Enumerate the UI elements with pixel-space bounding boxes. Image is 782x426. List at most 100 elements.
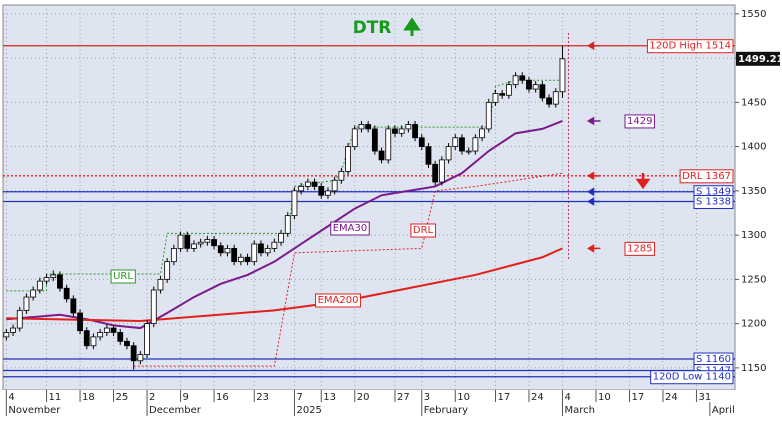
candle-body	[445, 146, 452, 161]
candle-body	[211, 239, 217, 247]
y-tick-label: 1150	[741, 363, 766, 374]
month-label: November	[8, 405, 61, 416]
candle-body	[63, 287, 70, 300]
last-price-box	[736, 51, 780, 66]
x-tick-label: 18	[82, 392, 95, 403]
end-label-box	[624, 241, 655, 256]
candle-body	[304, 181, 311, 187]
level-arrow	[587, 244, 601, 253]
end-label: 1285	[627, 243, 652, 254]
x-tick-label: 25	[116, 392, 129, 403]
candle-body	[325, 190, 331, 196]
candle-body	[110, 327, 117, 333]
x-tick-label: 13	[323, 392, 336, 403]
x-tick-label: 23	[256, 392, 269, 403]
candle-body	[398, 128, 405, 134]
candle-body	[16, 309, 23, 329]
candle-body	[224, 247, 231, 254]
candle-body	[103, 327, 110, 333]
candle-body	[90, 336, 97, 347]
x-tick-label: 4	[8, 392, 14, 403]
candle-body	[157, 278, 164, 291]
candle-body	[30, 289, 37, 298]
candle-body	[559, 58, 566, 93]
month-label: 2025	[296, 405, 321, 416]
series-label: EMA30	[333, 223, 368, 234]
candle-body	[345, 146, 351, 172]
candle-body	[177, 234, 184, 249]
candle-body	[237, 256, 244, 263]
x-tick-label: 7	[296, 392, 302, 403]
candle-body	[472, 137, 479, 152]
candle-body	[264, 247, 271, 254]
candle-body	[3, 332, 10, 338]
candle-body	[130, 345, 137, 362]
series-line	[6, 120, 563, 330]
level-label-box	[650, 370, 734, 385]
level-label: S 1160	[696, 354, 731, 365]
level-arrow	[587, 187, 601, 197]
y-tick-label: 1300	[741, 230, 766, 241]
candle-body	[170, 247, 177, 263]
month-label: April	[712, 405, 735, 416]
candle-body	[392, 128, 398, 134]
chart-title: DTR	[353, 18, 392, 38]
last-price-label: 1499.21	[738, 54, 782, 65]
series-label-box	[110, 269, 136, 284]
candle-body	[311, 181, 318, 187]
x-tick-label: 24	[531, 392, 544, 403]
y-tick-label: 1550	[741, 9, 766, 20]
candle-body	[418, 137, 425, 148]
candle-body	[492, 93, 499, 103]
candle-body	[244, 256, 251, 263]
candle-body	[83, 330, 90, 347]
x-tick-label: 9	[183, 392, 189, 403]
x-tick-label: 11	[49, 392, 62, 403]
y-tick-label: 1450	[741, 97, 766, 108]
level-arrow	[587, 116, 601, 126]
candle-body	[184, 234, 191, 249]
month-label: March	[564, 405, 594, 416]
x-tick-label: 31	[698, 392, 711, 403]
down-arrow	[635, 173, 651, 190]
series-label-box	[330, 221, 370, 236]
series-label-box	[410, 223, 437, 238]
candle-body	[485, 101, 492, 130]
up-arrow	[403, 17, 421, 36]
y-tick-label: 1250	[741, 274, 766, 285]
x-tick-label: 4	[564, 392, 570, 403]
series-label: DRL	[413, 225, 434, 236]
candle-body	[351, 128, 358, 148]
candle-body	[452, 137, 459, 148]
candle-body	[298, 186, 305, 192]
candle-body	[191, 243, 197, 249]
x-tick-label: 3	[424, 392, 430, 403]
candle-body	[291, 190, 298, 217]
x-tick-label: 16	[216, 392, 229, 403]
candle-body	[539, 84, 546, 99]
candle-body	[284, 215, 291, 234]
candle-body	[465, 150, 472, 153]
candle-body	[378, 150, 385, 161]
candle-body	[526, 79, 532, 90]
end-label-box	[624, 114, 655, 129]
x-tick-label: 17	[497, 392, 510, 403]
level-label: S 1338	[696, 196, 731, 207]
candle-body	[251, 243, 258, 263]
x-tick-label: 2	[149, 392, 155, 403]
x-axis-band	[0, 390, 782, 426]
candle-body	[144, 323, 150, 355]
candle-body	[124, 340, 130, 347]
level-label-box	[679, 169, 734, 184]
candle-body	[50, 274, 57, 278]
candle-body	[150, 289, 157, 325]
candle-body	[278, 232, 284, 243]
level-label-box	[646, 39, 734, 54]
x-tick-label: 24	[665, 392, 678, 403]
series-label: EMA200	[318, 295, 359, 306]
y-tick-label: 1400	[741, 142, 766, 153]
candle-body	[164, 261, 171, 280]
candle-body	[438, 159, 445, 183]
level-arrow	[587, 171, 601, 181]
